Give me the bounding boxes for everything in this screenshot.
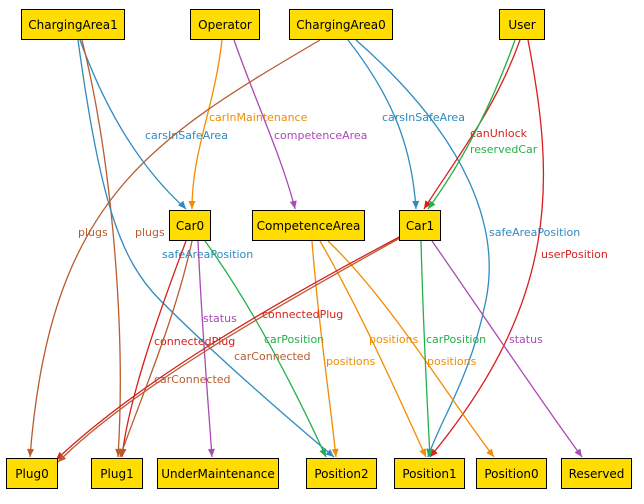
- edge-line: [427, 39, 516, 210]
- edge-label: carPosition: [426, 333, 486, 346]
- edge-label: status: [203, 312, 237, 325]
- edge-line: [81, 39, 121, 458]
- node-car0: Car0: [169, 210, 211, 241]
- edge-arrowhead: [27, 448, 35, 457]
- edge-label: carConnected: [154, 373, 231, 386]
- edge-arrowhead: [58, 453, 67, 462]
- edge-arrowhead: [119, 448, 127, 457]
- edge-line: [121, 240, 187, 458]
- edge-label: carConnected: [234, 350, 311, 363]
- edge-arrowhead: [426, 448, 434, 457]
- edge-arrowhead: [331, 448, 339, 457]
- edge-arrowhead: [325, 449, 334, 457]
- edge-line: [79, 39, 187, 210]
- node-position1: Position1: [394, 458, 465, 489]
- edge-arrowhead: [486, 448, 494, 457]
- edge-arrowhead: [419, 448, 426, 457]
- edge-line: [431, 240, 583, 458]
- edge-label: positions: [326, 355, 376, 368]
- node-position0: Position0: [476, 458, 547, 489]
- edge-arrowhead: [424, 200, 432, 209]
- edge-line: [355, 39, 490, 458]
- edge-line: [77, 39, 335, 458]
- edge-line: [57, 237, 401, 463]
- node-chargingarea1: ChargingArea1: [21, 9, 125, 40]
- edge-arrowhead: [56, 451, 65, 460]
- node-position2: Position2: [306, 458, 377, 489]
- edge-line: [191, 39, 223, 210]
- edge-line: [429, 39, 545, 458]
- edge-line: [233, 39, 296, 210]
- edge-label: carsInSafeArea: [382, 111, 465, 124]
- edge-line: [311, 240, 337, 458]
- edge-line: [119, 240, 193, 458]
- edge-label: safeAreaPosition: [162, 248, 253, 261]
- edge-label: carsInSafeArea: [145, 129, 228, 142]
- edge-arrowhead: [319, 448, 326, 457]
- edge-label: canUnlock: [470, 127, 528, 140]
- node-competencearea: CompetenceArea: [252, 210, 365, 241]
- edge-line: [197, 240, 213, 458]
- node-operator: Operator: [190, 9, 260, 40]
- edge-arrowhead: [289, 200, 297, 209]
- edge-arrowhead: [412, 200, 420, 209]
- edge-label: positions: [369, 333, 419, 346]
- node-plug1: Plug1: [91, 458, 143, 489]
- edge-line: [29, 39, 321, 458]
- edge-line: [319, 240, 427, 458]
- edge-arrowhead: [574, 448, 582, 457]
- edge-label: plugs: [135, 226, 165, 239]
- edge-label: connectedPlug: [262, 308, 343, 321]
- edge-label: safeAreaPosition: [489, 226, 580, 239]
- edge-label: userPosition: [541, 248, 608, 261]
- node-car1: Car1: [399, 210, 441, 241]
- edge-arrowhead: [428, 200, 436, 209]
- edge-label: positions: [427, 355, 477, 368]
- edge-line: [420, 240, 431, 458]
- node-undermaintenance: UnderMaintenance: [157, 458, 279, 489]
- edge-line: [423, 39, 521, 210]
- edge-arrowhead: [188, 201, 196, 209]
- edge-label: carPosition: [264, 333, 324, 346]
- node-reserved: Reserved: [561, 458, 632, 489]
- node-plug0: Plug0: [6, 458, 58, 489]
- node-user: User: [499, 9, 545, 40]
- edge-label: carInMaintenance: [209, 111, 308, 124]
- edge-line: [347, 39, 417, 210]
- edge-label: reservedCar: [470, 143, 538, 156]
- node-chargingarea0: ChargingArea0: [289, 9, 393, 40]
- edge-arrowhead: [178, 200, 186, 209]
- edge-line: [204, 240, 327, 458]
- edge-label: competenceArea: [274, 129, 367, 142]
- edge-arrowhead: [207, 448, 215, 457]
- edge-label: plugs: [78, 226, 108, 239]
- edge-label: status: [509, 333, 543, 346]
- edge-line: [55, 233, 406, 461]
